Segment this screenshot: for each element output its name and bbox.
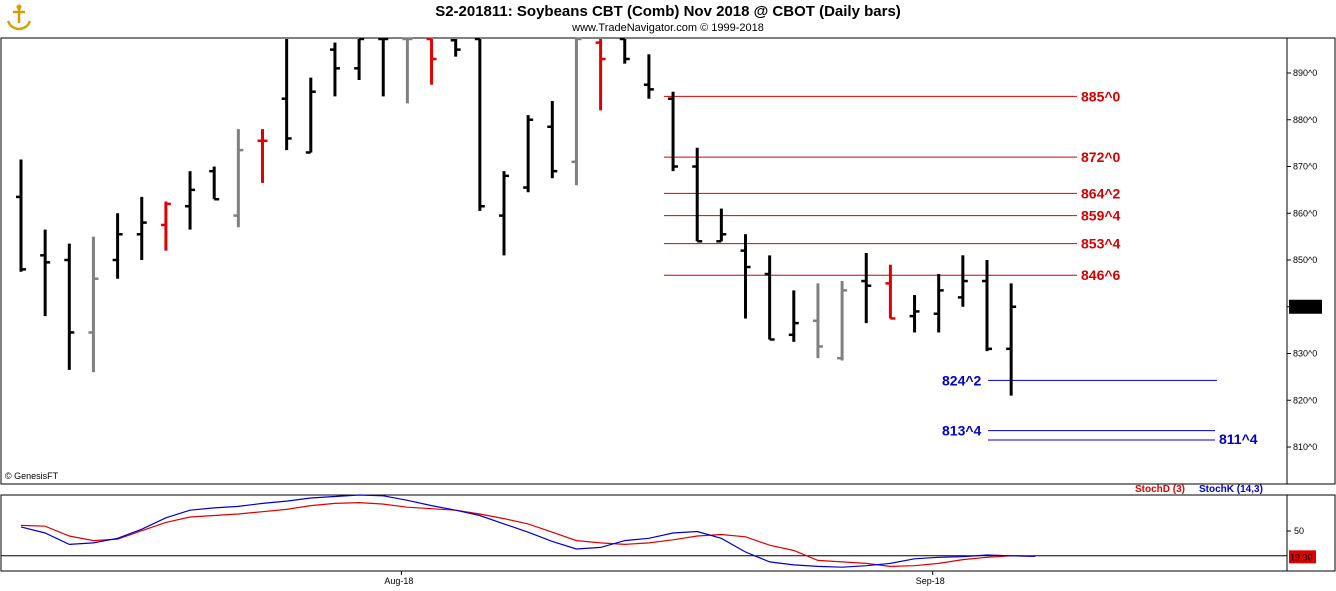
price-axis-area [1286, 37, 1336, 485]
resistance-label: 864^2 [1081, 185, 1121, 201]
ohlc-bar [643, 54, 654, 99]
ohlc-bar [378, 37, 389, 97]
last-price-box [1289, 299, 1322, 314]
price-levels: 885^0 872^0 864^2 859^4 853^4 846^6 824^2 813^4… [664, 88, 1258, 447]
ohlc-bar [909, 295, 920, 333]
ohlc-bar [692, 147, 703, 243]
ohlc-bar [257, 129, 268, 183]
price-panel: 885^0 872^0 864^2 859^4 853^4 846^6 824^2 813^4… [0, 37, 1336, 485]
ohlc-bar [112, 213, 123, 279]
ohlc-bar [1006, 283, 1017, 396]
tradenavigator-logo-icon [4, 3, 34, 33]
genesis-watermark: © GenesisFT [5, 471, 59, 481]
stochk-line [20, 494, 1036, 568]
ohlc-bar [450, 39, 461, 57]
stochk-legend: StochK (14,3) [1199, 484, 1263, 495]
ohlc-bar [764, 255, 775, 341]
ohlc-bar [88, 236, 99, 373]
ohlc-bar [160, 201, 171, 251]
ohlc-bar [426, 37, 437, 85]
price-tick-label: 850^0 [1293, 255, 1317, 265]
price-bars [16, 37, 1017, 396]
ohlc-bar [740, 234, 751, 319]
price-plot-area [0, 37, 1288, 485]
support-label: 813^4 [942, 423, 982, 439]
resistance-label: 885^0 [1081, 88, 1121, 104]
ohlc-bar [595, 39, 606, 111]
ohlc-bar [571, 37, 582, 186]
ohlc-bar [64, 243, 75, 370]
stoch-lines: 50 19.30 [1, 494, 1316, 568]
price-tick-label: 810^0 [1293, 442, 1317, 452]
ohlc-bar [305, 77, 316, 154]
ohlc-bar [185, 171, 196, 230]
x-axis: Aug-18 Sep-18 [1, 570, 1287, 586]
ohlc-bar [499, 171, 509, 256]
ohlc-bar [474, 37, 485, 211]
ohlc-bar [329, 42, 340, 97]
stoch-plot-area [0, 494, 1288, 572]
last-price-label: 840^0 [1291, 303, 1315, 313]
price-axis-ticks: 890^0 880^0 870^0 860^0 850^0 840^0 830^0 820^0… [1287, 68, 1322, 452]
ohlc-bar [957, 255, 968, 307]
x-tick-label: Sep-18 [916, 576, 945, 586]
stoch-last-box [1289, 550, 1316, 564]
ohlc-bar [40, 229, 51, 317]
chart-header: S2-201811: Soybeans CBT (Comb) Nov 2018 … [0, 0, 1336, 38]
ohlc-bar [209, 166, 220, 201]
chart-title: S2-201811: Soybeans CBT (Comb) Nov 2018 … [435, 3, 901, 20]
resistance-label: 872^0 [1081, 149, 1121, 165]
support-label: 811^4 [1219, 431, 1258, 447]
resistance-label: 846^6 [1081, 267, 1121, 283]
ohlc-bar [136, 196, 147, 260]
ohlc-bar [788, 290, 799, 342]
price-tick-label: 890^0 [1293, 68, 1317, 78]
ohlc-bar [861, 252, 872, 324]
stochd-line [20, 501, 1036, 568]
ohlc-bar [233, 129, 244, 228]
stoch-panel: StochD (3) StochK (14,3) 50 19.30 [0, 484, 1336, 572]
price-tick-label: 880^0 [1293, 115, 1317, 125]
x-tick-label: Aug-18 [384, 576, 413, 586]
stochd-legend: StochD (3) [1135, 484, 1185, 495]
ohlc-bar [281, 39, 292, 151]
ohlc-bar [933, 274, 944, 333]
price-tick-label: 830^0 [1293, 349, 1317, 359]
ohlc-bar [812, 283, 823, 359]
chart-subtitle: www.TradeNavigator.com © 1999-2018 [572, 22, 764, 34]
ohlc-bar [716, 208, 727, 243]
ohlc-bar [619, 37, 630, 64]
ohlc-bar [668, 91, 679, 172]
ohlc-bar [837, 281, 848, 361]
price-tick-label: 870^0 [1293, 162, 1317, 172]
resistance-label: 853^4 [1081, 236, 1121, 252]
price-tick-label: 860^0 [1293, 208, 1317, 218]
ohlc-bar [547, 101, 558, 179]
ohlc-bar [354, 37, 365, 81]
ohlc-bar [982, 260, 992, 352]
ohlc-bar [523, 115, 534, 193]
stoch-tick-label: 50 [1294, 526, 1304, 536]
stoch-last-label: 19.30 [1290, 552, 1313, 562]
ohlc-bar [885, 264, 896, 320]
support-label: 824^2 [942, 372, 982, 388]
price-tick-label: 820^0 [1293, 395, 1317, 405]
resistance-label: 859^4 [1081, 208, 1121, 224]
ohlc-bar [16, 159, 26, 272]
ohlc-bar [402, 37, 413, 104]
